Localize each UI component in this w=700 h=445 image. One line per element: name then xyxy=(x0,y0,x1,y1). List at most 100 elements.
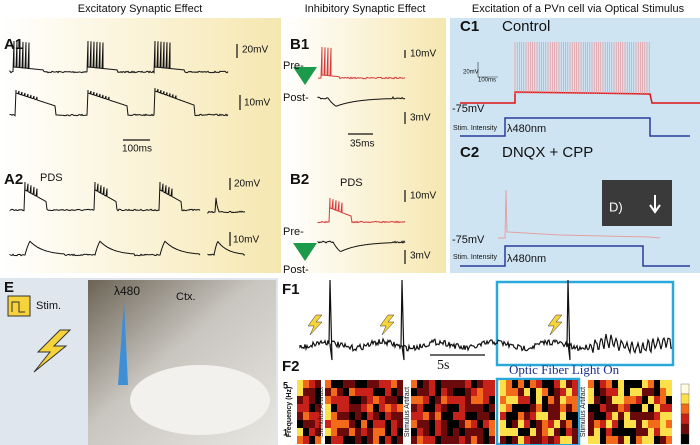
heat-cell xyxy=(411,420,417,428)
heat-cell xyxy=(560,412,566,420)
heat-cell xyxy=(572,396,578,404)
heat-cell xyxy=(618,420,624,428)
inset-image xyxy=(602,180,672,226)
heat-cell xyxy=(530,428,536,436)
heat-cell xyxy=(536,436,542,444)
heat-cell xyxy=(618,380,624,388)
trace-label: Post- xyxy=(283,92,309,104)
panel-label: C1 xyxy=(460,18,479,35)
trace xyxy=(9,240,201,257)
heat-cell xyxy=(524,380,530,388)
heat-cell xyxy=(536,396,542,404)
heat-cell xyxy=(429,388,435,396)
heat-cell xyxy=(303,436,309,444)
heat-cell xyxy=(489,380,495,388)
heat-cell xyxy=(666,428,672,436)
heat-cell xyxy=(303,404,309,412)
heat-cell xyxy=(373,380,379,388)
heat-cell xyxy=(642,380,648,388)
heat-cell xyxy=(349,388,355,396)
colorbar xyxy=(680,403,690,415)
heat-cell xyxy=(417,388,423,396)
heat-cell xyxy=(343,436,349,444)
heat-cell xyxy=(391,412,397,420)
heat-cell xyxy=(453,388,459,396)
heat-cell xyxy=(500,436,506,444)
heat-cell xyxy=(349,412,355,420)
heat-cell xyxy=(471,420,477,428)
heat-cell xyxy=(385,380,391,388)
heat-cell xyxy=(600,436,606,444)
heat-cell xyxy=(506,388,512,396)
heat-cell xyxy=(666,412,672,420)
heat-cell xyxy=(315,420,321,428)
heat-cell xyxy=(343,412,349,420)
colorbar xyxy=(680,413,690,425)
heat-cell xyxy=(325,428,331,436)
light-cone xyxy=(118,300,128,385)
heat-cell xyxy=(518,396,524,404)
heat-cell xyxy=(447,412,453,420)
heat-cell xyxy=(423,396,429,404)
heat-cell xyxy=(636,396,642,404)
heat-cell xyxy=(435,428,441,436)
heat-cell xyxy=(642,428,648,436)
scale xyxy=(477,62,498,78)
heat-cell xyxy=(477,380,483,388)
stim-pulse xyxy=(11,301,25,313)
heat-cell xyxy=(385,396,391,404)
heat-cell xyxy=(315,404,321,412)
trace-label: Pre- xyxy=(283,60,304,72)
heat-cell xyxy=(447,404,453,412)
heat-cell xyxy=(548,388,554,396)
heat-cell xyxy=(367,380,373,388)
heat-cell xyxy=(536,412,542,420)
annotation: Stimulus Artifact xyxy=(318,387,325,437)
heat-cell xyxy=(512,380,518,388)
heat-cell xyxy=(612,396,618,404)
heat-cell xyxy=(297,396,303,404)
heat-cell xyxy=(606,396,612,404)
stim xyxy=(460,117,690,137)
heat-cell xyxy=(385,404,391,412)
heat-cell xyxy=(423,420,429,428)
heat-cell xyxy=(309,428,315,436)
heat-cell xyxy=(588,396,594,404)
heat-cell xyxy=(315,388,321,396)
heat-cell xyxy=(325,420,331,428)
heat-cell xyxy=(361,412,367,420)
heat-cell xyxy=(560,396,566,404)
heat-cell xyxy=(554,388,560,396)
heat-cell xyxy=(648,420,654,428)
heat-cell xyxy=(423,412,429,420)
heat-cell xyxy=(624,412,630,420)
heat-cell xyxy=(524,420,530,428)
heat-cell xyxy=(331,404,337,412)
heat-cell xyxy=(554,436,560,444)
heat-cell xyxy=(542,420,548,428)
heat-cell xyxy=(618,396,624,404)
heat-cell xyxy=(337,420,343,428)
heat-cell xyxy=(471,412,477,420)
heat-cell xyxy=(566,380,572,388)
heat-cell xyxy=(489,404,495,412)
heat-cell xyxy=(594,404,600,412)
annotation: Stimulus Artifact xyxy=(580,387,587,437)
heat-cell xyxy=(483,388,489,396)
heat-cell xyxy=(429,428,435,436)
heat-cell xyxy=(309,420,315,428)
heat-cell xyxy=(654,380,660,388)
bolt xyxy=(547,314,563,336)
heat-cell xyxy=(642,404,648,412)
heat-cell xyxy=(309,436,315,444)
annotation: Ctx. xyxy=(176,291,196,303)
heat-cell xyxy=(355,404,361,412)
heat-cell xyxy=(325,436,331,444)
heat-cell xyxy=(337,396,343,404)
heat-cell xyxy=(355,420,361,428)
heat-cell xyxy=(423,436,429,444)
scale-label: 20mV xyxy=(242,45,268,56)
scale-label: 10mV xyxy=(410,191,436,202)
heat-cell xyxy=(624,428,630,436)
heat-cell xyxy=(361,388,367,396)
